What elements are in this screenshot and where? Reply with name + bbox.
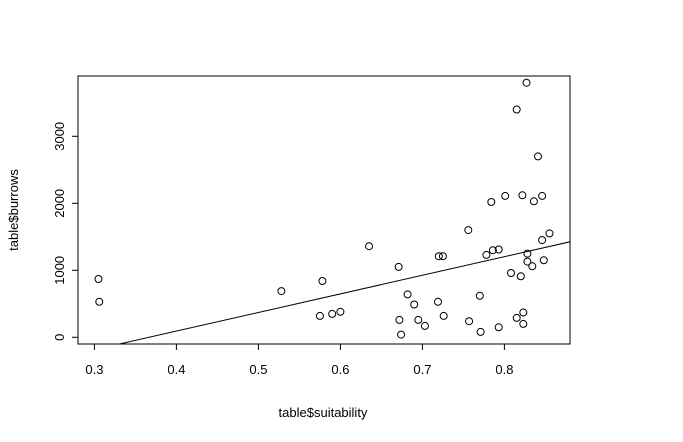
data-point-40 (529, 197, 538, 206)
data-point-26 (494, 245, 503, 254)
data-point-23 (482, 250, 491, 259)
data-point-22 (476, 327, 485, 336)
data-point-0 (94, 275, 103, 283)
data-point-29 (507, 269, 515, 277)
data-point-9 (395, 315, 404, 324)
plot-frame (77, 75, 571, 345)
data-point-38 (523, 257, 532, 266)
y-tick-label-3: 3000 (52, 122, 67, 151)
data-point-8 (394, 262, 403, 271)
data-point-45 (545, 229, 554, 238)
data-point-31 (512, 313, 521, 322)
data-point-7 (365, 242, 374, 251)
y-axis: 0 1000 2000 3000 (52, 122, 78, 341)
data-point-1 (95, 297, 104, 306)
data-point-13 (414, 315, 423, 324)
data-point-33 (518, 191, 527, 200)
data-point-19 (464, 226, 473, 235)
x-axis-title: table$suitability (279, 405, 368, 420)
x-tick-label-5: 0.8 (495, 362, 513, 377)
data-point-5 (328, 309, 337, 318)
y-tick-label-1: 1000 (52, 256, 67, 285)
data-point-25 (488, 246, 497, 255)
data-point-44 (539, 256, 548, 265)
data-point-28 (501, 191, 510, 200)
y-tick-label-0: 0 (52, 334, 67, 341)
data-point-4 (318, 277, 327, 285)
x-tick-label-4: 0.7 (413, 362, 431, 377)
x-axis: 0.3 0.4 0.5 0.6 0.7 0.8 (85, 344, 513, 377)
x-tick-label-0: 0.3 (85, 362, 103, 377)
data-point-34 (519, 308, 528, 317)
data-point-3 (315, 311, 324, 320)
data-point-20 (465, 317, 474, 326)
data-point-42 (538, 191, 547, 200)
data-point-21 (475, 291, 484, 300)
x-tick-label-1: 0.4 (167, 362, 185, 377)
data-point-41 (534, 152, 542, 161)
data-point-11 (403, 290, 412, 299)
data-point-16 (434, 252, 443, 261)
data-point-6 (336, 307, 345, 316)
data-point-37 (523, 249, 532, 258)
data-point-30 (512, 105, 521, 114)
data-points (94, 78, 554, 339)
data-point-18 (439, 311, 448, 320)
data-point-10 (397, 330, 406, 339)
data-point-17 (438, 252, 447, 261)
data-point-12 (410, 300, 419, 309)
y-axis-title: table$burrows (6, 169, 21, 251)
plot-region (94, 78, 570, 344)
y-tick-label-2: 2000 (52, 189, 67, 218)
data-point-14 (420, 321, 429, 330)
data-point-35 (519, 319, 528, 328)
data-point-39 (528, 262, 537, 271)
data-point-36 (522, 78, 531, 87)
data-point-2 (277, 287, 286, 296)
regression-line (117, 241, 570, 344)
data-point-32 (516, 272, 525, 281)
data-point-27 (494, 323, 503, 332)
data-point-15 (434, 297, 442, 306)
x-tick-label-3: 0.6 (331, 362, 349, 377)
x-tick-label-2: 0.5 (249, 362, 267, 377)
data-point-43 (538, 236, 547, 245)
data-point-24 (487, 198, 496, 206)
regression-line-layer (117, 241, 570, 344)
